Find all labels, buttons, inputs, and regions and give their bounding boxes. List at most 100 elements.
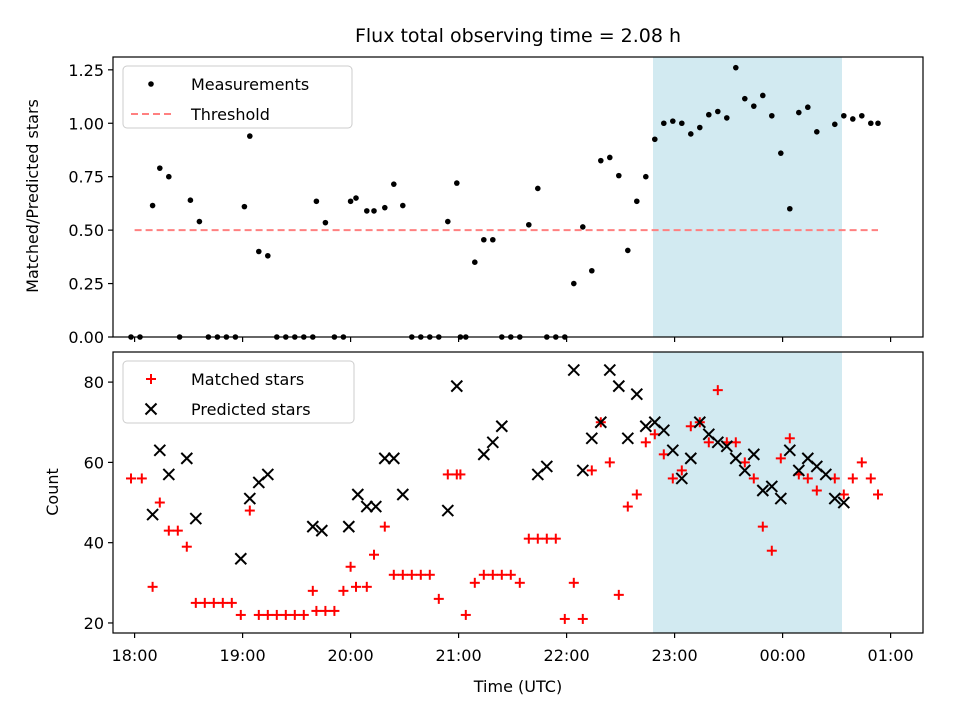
x-tick-label: 19:00 [220, 646, 266, 665]
data-point [235, 609, 246, 620]
data-point [247, 133, 253, 139]
data-point [190, 597, 201, 608]
data-point [490, 236, 496, 243]
data-point [675, 472, 689, 485]
data-point [313, 198, 320, 205]
data-point [424, 569, 435, 580]
data-point [181, 541, 192, 552]
x-stroke [146, 508, 159, 521]
data-point [199, 597, 210, 608]
y-tick-label: 0.75 [68, 168, 104, 187]
y-tick-label: 80 [84, 373, 104, 392]
data-point [477, 448, 491, 461]
data-point [748, 473, 759, 484]
data-point [255, 248, 262, 255]
data-point [187, 197, 194, 204]
data-point [147, 581, 158, 592]
series-measurements [128, 64, 881, 340]
data-point [640, 437, 651, 448]
data-point [532, 533, 543, 544]
data-point [751, 103, 757, 109]
data-point [163, 525, 174, 536]
x-stroke [711, 436, 725, 449]
data-point [234, 552, 248, 565]
data-point [760, 92, 766, 99]
data-point [396, 488, 410, 501]
data-point [450, 379, 464, 393]
data-point [262, 609, 273, 620]
data-point [733, 64, 739, 71]
data-point [784, 433, 795, 444]
data-point [585, 432, 599, 445]
data-point [730, 437, 741, 448]
data-point [613, 589, 624, 600]
data-point [875, 120, 881, 127]
data-point [783, 444, 797, 457]
data-point [486, 436, 500, 449]
data-point [306, 520, 320, 533]
data-point [747, 448, 761, 461]
y-tick-label: 1.00 [68, 114, 104, 133]
y-tick-label: 60 [84, 453, 104, 472]
chart-title: Flux total observing time = 2.08 h [355, 25, 681, 47]
x-stroke [828, 492, 842, 505]
data-point [351, 581, 361, 592]
x-axis-label: Time (UTC) [473, 677, 562, 696]
legend: Matched stars Predicted stars [122, 360, 355, 424]
data-point [345, 561, 356, 572]
shaded-observing-region [653, 352, 842, 633]
x-stroke [747, 448, 761, 461]
data-point [711, 436, 725, 449]
data-point [415, 569, 426, 580]
data-point [526, 221, 532, 228]
x-stroke [243, 492, 257, 505]
y-tick-label: 0.00 [68, 328, 104, 347]
data-point [540, 460, 554, 473]
data-point [388, 569, 399, 580]
data-point [715, 108, 721, 115]
data-point [607, 154, 613, 161]
data-point [208, 597, 219, 608]
data-point [829, 473, 840, 484]
bottom-y-axis-label: Count [43, 468, 62, 516]
data-point [433, 593, 444, 604]
data-point [342, 520, 356, 533]
data-point [775, 453, 786, 464]
x-stroke [783, 444, 797, 457]
legend-label: Predicted stars [191, 400, 311, 419]
data-point [589, 267, 595, 274]
x-stroke [180, 452, 194, 465]
data-point [616, 172, 622, 179]
x-stroke [162, 468, 176, 481]
data-point [729, 452, 743, 465]
data-point [460, 609, 471, 620]
data-point [397, 569, 408, 580]
x-stroke [603, 363, 617, 377]
data-point [631, 489, 642, 500]
legend-label: Threshold [190, 105, 270, 124]
top-y-axis-label: Matched/Predicted stars [23, 99, 42, 293]
x-tick-label: 20:00 [328, 646, 374, 665]
data-point [322, 219, 329, 226]
x-stroke [648, 416, 662, 429]
data-point [455, 469, 466, 480]
data-point [387, 452, 401, 465]
data-point [481, 236, 487, 243]
x-stroke [576, 464, 590, 477]
data-point [382, 204, 388, 211]
data-point [576, 464, 590, 477]
x-stroke [486, 436, 500, 449]
x-stroke [189, 512, 203, 525]
data-point [622, 501, 633, 512]
data-point [765, 480, 779, 493]
data-point [856, 457, 867, 468]
data-point [625, 247, 631, 254]
data-point [244, 505, 255, 516]
legend-label: Matched stars [191, 370, 304, 389]
x-stroke [810, 460, 824, 473]
data-point [307, 585, 318, 596]
x-stroke [819, 468, 833, 481]
data-point [469, 577, 480, 588]
data-point [757, 521, 768, 532]
